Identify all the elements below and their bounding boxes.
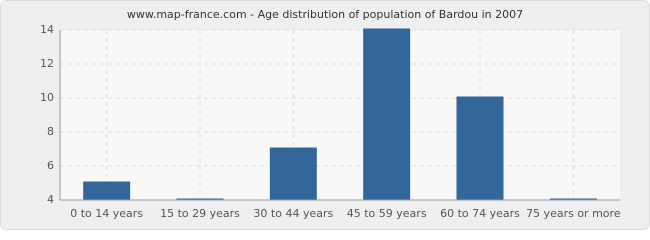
y-tick-label: 6 [47, 159, 54, 172]
y-tick-label: 12 [40, 57, 54, 70]
bar [83, 181, 131, 201]
y-tick-label: 14 [40, 23, 54, 36]
y-tick-label: 10 [40, 91, 54, 104]
x-tick-label: 30 to 44 years [253, 207, 333, 220]
y-tick-label: 4 [47, 193, 54, 206]
x-tick-label: 75 years or more [526, 207, 621, 220]
x-tick-label: 15 to 29 years [160, 207, 240, 220]
bar [269, 147, 317, 201]
y-tick-label: 8 [47, 125, 54, 138]
bar [363, 28, 411, 201]
x-tick-label: 0 to 14 years [70, 207, 143, 220]
chart: www.map-france.com - Age distribution of… [0, 0, 650, 230]
bar [456, 96, 504, 201]
chart-title: www.map-france.com - Age distribution of… [127, 8, 523, 21]
x-tick-label: 45 to 59 years [347, 207, 427, 220]
plot-area [60, 30, 620, 200]
x-tick-label: 60 to 74 years [440, 207, 520, 220]
